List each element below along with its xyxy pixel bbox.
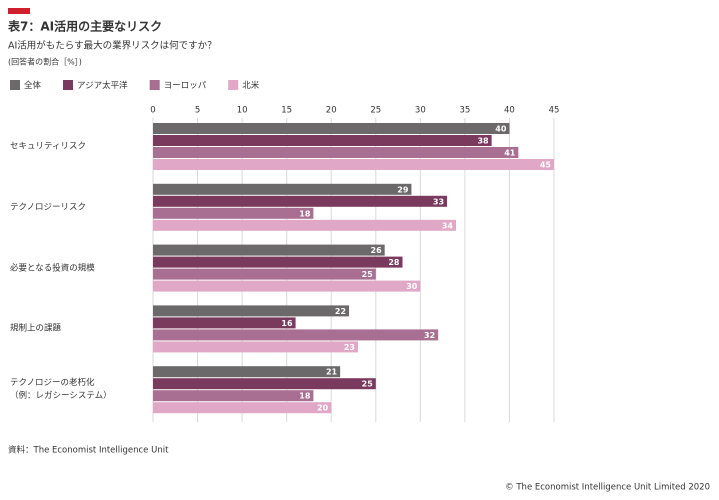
category-label: テクノロジーリスク xyxy=(10,202,86,213)
bar xyxy=(153,219,456,231)
bar xyxy=(153,159,554,170)
bar xyxy=(153,402,332,414)
bar xyxy=(153,256,403,268)
bar xyxy=(153,123,510,134)
chart-note: (回答者の割合［%］) xyxy=(8,57,82,67)
value-label: 30 xyxy=(406,282,418,291)
legend-swatch xyxy=(63,80,74,90)
value-label: 21 xyxy=(326,368,338,377)
bar xyxy=(153,244,385,256)
value-label: 25 xyxy=(362,380,374,389)
bar xyxy=(153,147,519,158)
category-label: テクノロジーの老朽化 （例：レガシーシステム） xyxy=(10,378,112,402)
bar xyxy=(153,305,350,317)
value-label: 41 xyxy=(504,149,516,158)
legend-label: 北米 xyxy=(242,80,260,91)
x-tick-label: 35 xyxy=(459,106,470,116)
bar xyxy=(153,390,314,402)
value-label: 22 xyxy=(335,307,346,316)
bar xyxy=(153,329,439,341)
legend-swatch xyxy=(10,80,20,90)
value-label: 45 xyxy=(540,161,552,170)
value-label: 40 xyxy=(495,125,507,134)
legend-label: アジア太平洋 xyxy=(77,80,128,91)
bar xyxy=(153,366,341,378)
category-label: 必要となる投資の規模 xyxy=(10,263,95,274)
value-label: 16 xyxy=(281,319,293,328)
x-tick-label: 45 xyxy=(549,106,560,116)
bar xyxy=(153,341,358,353)
legend-swatch xyxy=(149,80,160,90)
bar xyxy=(153,195,448,207)
chart-subtitle: AI活用がもたらす最大の業界リスクは何ですか？ xyxy=(8,40,217,52)
value-label: 18 xyxy=(299,392,311,401)
x-tick-label: 30 xyxy=(415,106,426,116)
value-label: 20 xyxy=(317,404,329,413)
bar xyxy=(153,183,412,195)
x-tick-label: 25 xyxy=(370,106,381,116)
value-label: 18 xyxy=(299,209,311,218)
bar xyxy=(153,135,492,146)
category-label: セキュリティリスク xyxy=(10,141,86,152)
category-label: 規制上の課題 xyxy=(10,323,62,334)
x-tick-label: 40 xyxy=(504,106,515,116)
bar xyxy=(153,378,376,390)
x-tick-label: 20 xyxy=(326,106,337,116)
value-label: 29 xyxy=(397,185,409,194)
x-tick-label: 0 xyxy=(150,106,155,116)
value-label: 23 xyxy=(344,343,355,352)
copyright: © The Economist Intelligence Unit Limite… xyxy=(505,483,710,493)
bar xyxy=(153,317,296,329)
value-label: 32 xyxy=(424,331,435,340)
legend-label: 全体 xyxy=(24,80,42,91)
legend-swatch xyxy=(228,80,239,90)
bar xyxy=(153,207,314,219)
value-label: 25 xyxy=(362,270,374,279)
value-label: 28 xyxy=(388,258,400,267)
legend-label: ヨーロッパ xyxy=(164,81,207,91)
value-label: 34 xyxy=(442,221,454,230)
bar xyxy=(153,280,421,292)
x-tick-label: 10 xyxy=(237,106,248,116)
value-label: 26 xyxy=(371,246,383,255)
chart-title: 表7：AI活用の主要なリスク xyxy=(7,19,162,34)
value-label: 38 xyxy=(477,137,489,146)
bar xyxy=(153,268,376,280)
source: 資料：The Economist Intelligence Unit xyxy=(8,445,169,456)
accent-bar xyxy=(8,8,30,14)
x-tick-label: 5 xyxy=(195,106,200,116)
x-tick-label: 15 xyxy=(281,106,292,116)
value-label: 33 xyxy=(433,197,444,206)
